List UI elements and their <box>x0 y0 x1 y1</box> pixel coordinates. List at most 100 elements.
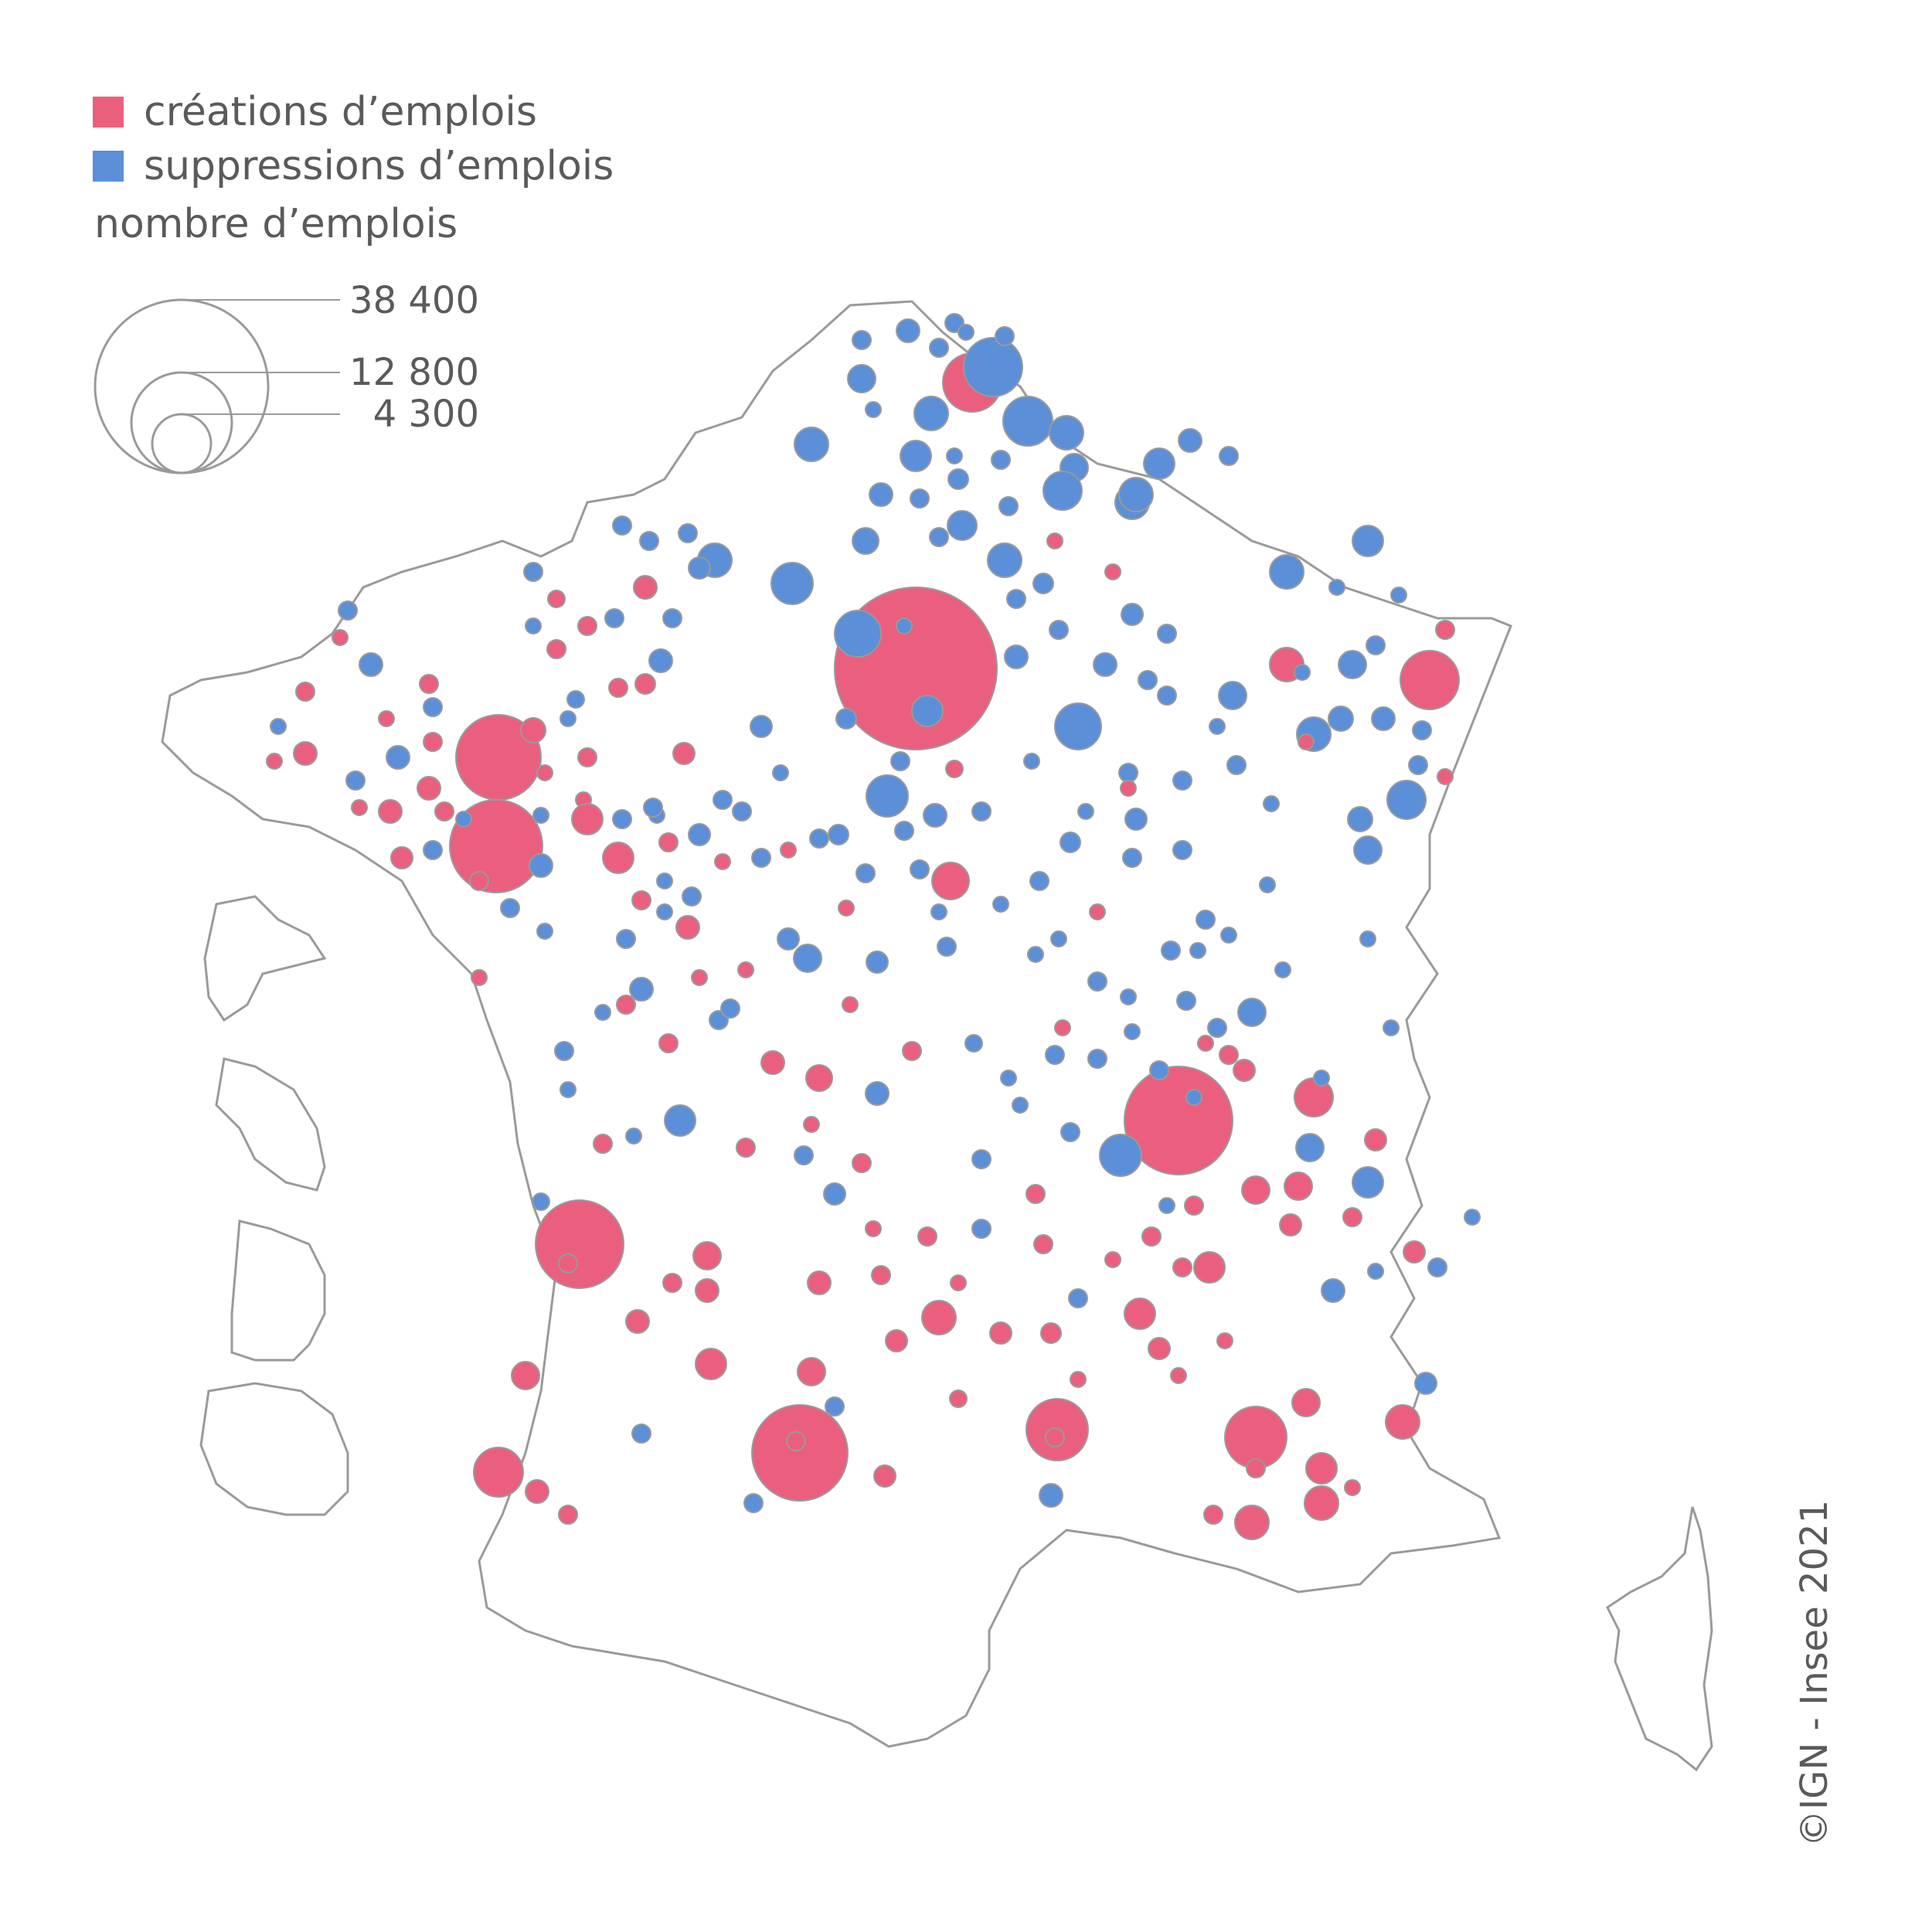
creation-bubble <box>1403 1240 1426 1264</box>
creation-bubble <box>423 732 443 752</box>
creation-bubble <box>525 1479 549 1504</box>
creation-bubble <box>1120 780 1137 797</box>
suppression-bubble <box>743 1493 764 1513</box>
suppression-bubble <box>963 337 1023 397</box>
suppression-bubble <box>1060 832 1081 853</box>
creation-bubble <box>803 1116 820 1133</box>
creation-bubble <box>449 799 543 893</box>
suppression-bubble <box>1118 763 1138 783</box>
suppression-bubble <box>1176 991 1196 1011</box>
creation-bubble <box>536 764 553 781</box>
creation-bubble <box>786 1431 806 1451</box>
suppression-bubble <box>1049 415 1084 451</box>
legend-size-title: nombre d’emplois <box>94 201 458 247</box>
creation-bubble <box>1193 1251 1226 1284</box>
suppression-bubble <box>964 1034 983 1053</box>
creation-bubble <box>658 1033 679 1053</box>
suppression-bubble <box>616 929 636 949</box>
creation-bubble <box>797 1357 826 1386</box>
suppression-bubble <box>1087 971 1107 992</box>
creation-bubble <box>1184 1196 1204 1216</box>
creation-bubble <box>631 890 651 910</box>
suppression-bubble <box>1219 446 1239 466</box>
suppression-bubble <box>554 1041 574 1061</box>
suppression-bubble <box>732 801 752 821</box>
creation-bubble <box>520 717 546 743</box>
suppression-bubble <box>1099 1134 1142 1177</box>
suppression-bubble <box>1158 1197 1175 1214</box>
creation-bubble <box>351 799 368 816</box>
suppression-bubble <box>720 998 740 1019</box>
suppression-bubble <box>890 751 910 771</box>
size-circle-medium <box>130 371 233 474</box>
suppression-bubble <box>751 848 771 868</box>
suppression-bubble <box>1124 808 1148 831</box>
suppression-bubble <box>1313 1070 1330 1087</box>
creation-bubble <box>390 846 413 869</box>
suppression-bubble <box>523 562 543 582</box>
suppression-bubble <box>1045 1045 1065 1065</box>
suppression-bubble <box>270 718 287 735</box>
suppression-bubble <box>678 523 698 543</box>
suppression-bubble <box>664 1104 696 1137</box>
creation-bubble <box>434 801 454 821</box>
suppression-bubble <box>1172 770 1192 791</box>
creation-bubble <box>511 1361 540 1390</box>
suppression-bubble <box>713 790 733 810</box>
suppression-bubble <box>1000 1070 1017 1087</box>
creation-bubble <box>1305 1452 1338 1485</box>
creation-bubble <box>266 753 283 770</box>
creation-bubble <box>419 674 439 694</box>
suppression-bubble <box>1002 396 1053 447</box>
size-legend: 38 400 12 800 4 300 <box>94 279 479 474</box>
creations-swatch <box>93 97 124 128</box>
suppression-bubble <box>869 482 893 507</box>
creation-bubble <box>736 1138 756 1158</box>
martinique-outline <box>215 1057 326 1192</box>
suppression-bubble <box>1294 664 1311 681</box>
creation-bubble <box>1435 620 1455 640</box>
creation-bubble <box>577 616 597 636</box>
suppression-bubble <box>631 1423 651 1444</box>
suppression-bubble <box>1185 1089 1202 1106</box>
creation-bubble <box>902 1041 922 1061</box>
creation-bubble <box>1364 1128 1387 1151</box>
suppression-bubble <box>777 927 800 951</box>
suppression-bubble <box>987 543 1022 578</box>
suppression-bubble <box>345 770 366 791</box>
creation-bubble <box>1040 1322 1062 1344</box>
france-outline <box>161 300 1512 1748</box>
creation-bubble <box>692 1241 722 1270</box>
creation-bubble <box>1054 1019 1071 1036</box>
suppression-bubble <box>1060 1122 1080 1142</box>
creation-bubble <box>873 1464 896 1488</box>
creation-bubble <box>473 1447 524 1498</box>
suppression-bubble <box>629 977 654 1002</box>
creation-bubble <box>1170 1367 1187 1384</box>
suppression-bubble <box>688 556 711 580</box>
suppression-bubble <box>1259 876 1276 893</box>
suppression-bubble <box>1122 848 1142 868</box>
creation-bubble <box>295 682 315 702</box>
suppression-bubble <box>1366 635 1386 655</box>
creation-bubble <box>1342 1207 1362 1227</box>
creation-bubble <box>658 832 679 852</box>
suppression-bubble <box>946 447 963 464</box>
suppression-bubble <box>971 1149 992 1169</box>
corsica-outline <box>1606 1506 1713 1772</box>
creation-bubble <box>293 741 318 766</box>
suppression-bubble <box>865 1081 889 1106</box>
suppression-bubble <box>910 488 930 509</box>
suppression-bubble <box>532 1192 550 1211</box>
suppression-bubble <box>1029 871 1049 891</box>
creation-bubble <box>535 1199 624 1289</box>
suppression-bubble <box>1189 942 1206 959</box>
suppression-bubble <box>1118 477 1154 512</box>
creation-bubble <box>1045 1427 1065 1447</box>
bubble-layer <box>266 313 1481 1540</box>
suppression-bubble <box>1039 1483 1063 1508</box>
suppression-bubble <box>1068 1288 1088 1308</box>
suppression-bubble <box>500 898 520 918</box>
creation-bubble <box>1172 1257 1192 1277</box>
